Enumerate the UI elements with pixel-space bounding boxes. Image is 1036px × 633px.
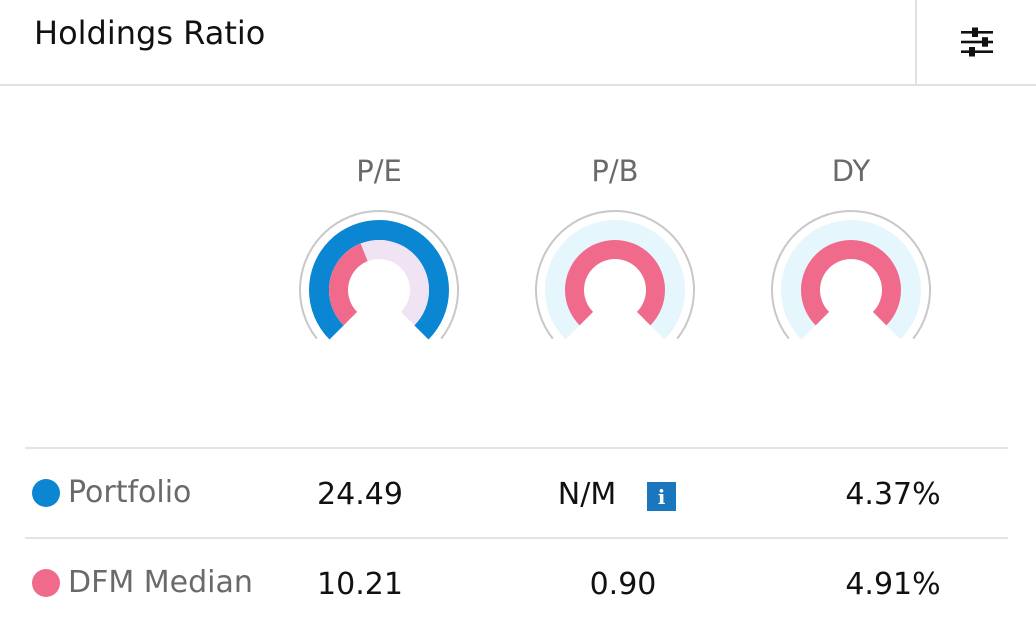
gauge-label-pb: P/B [591,154,639,188]
portfolio-dot [32,478,60,507]
dfm-pe-value: 10.21 [317,567,403,602]
info-icon[interactable]: i [647,482,676,511]
gauge-pe [299,210,459,340]
gauge-portfolio-arc [309,220,449,340]
header-divider [915,0,917,84]
divider-middle [25,537,1008,539]
gauge-dfm-arc [329,243,368,326]
portfolio-pb-value: N/M [557,477,617,512]
legend-label-portfolio: Portfolio [68,475,192,510]
divider-top [25,447,1008,449]
gauge-outline [535,210,695,340]
gauge-pb [535,210,695,340]
dfm-pb-value: 0.90 [589,567,657,602]
gauge-dfm-arc [801,240,901,326]
gauge-track [545,220,685,340]
gauge-dfm-arc [565,240,665,326]
gauge-outline [299,210,459,340]
gauge-label-dy: DY [831,154,871,188]
portfolio-dy-value: 4.37% [845,477,941,512]
dfm-dy-value: 4.91% [845,567,941,602]
gauge-outline [771,210,931,340]
info-glyph: i [657,484,666,509]
panel-title: Holdings Ratio [34,14,266,52]
legend-portfolio: Portfolio [32,475,191,510]
sliders-icon [960,27,993,57]
gauge-label-pe: P/E [356,154,402,188]
portfolio-pe-value: 24.49 [317,477,403,512]
legend-label-dfm-median: DFM Median [68,565,253,600]
gauge-track [781,220,921,340]
dfm-median-dot [32,568,60,597]
panel-header: Holdings Ratio [0,0,1036,86]
gauge-dy [771,210,931,340]
settings-button[interactable] [917,0,1036,84]
legend-dfm-median: DFM Median [32,565,253,600]
